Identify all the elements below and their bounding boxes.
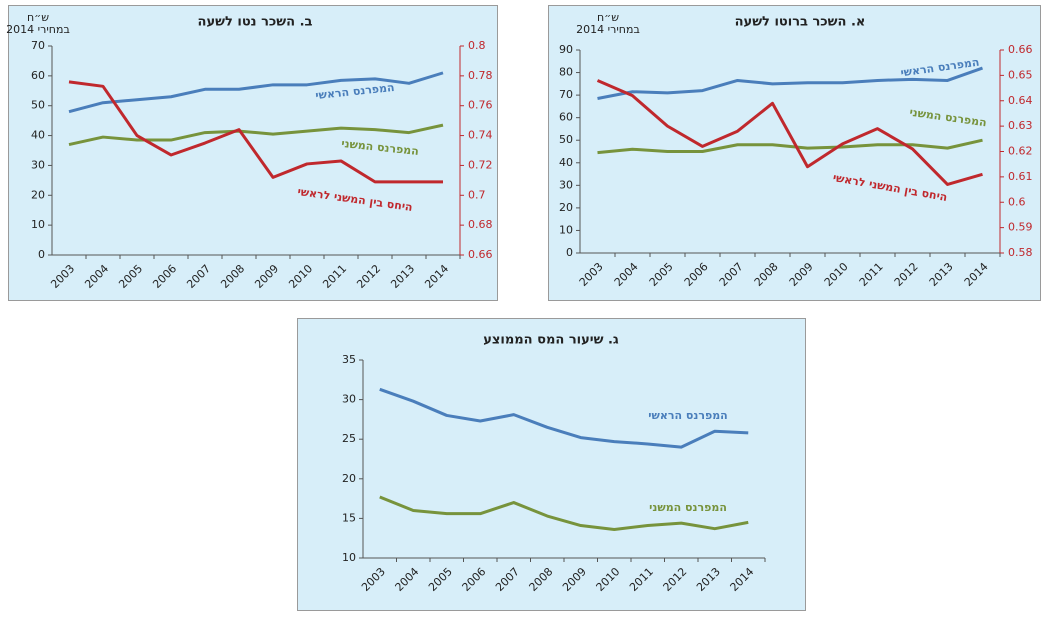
panel [297, 318, 806, 611]
y2-tick-label: 0.74 [468, 129, 493, 142]
y-tick-label: 0 [38, 248, 45, 261]
y-tick-label: 80 [559, 66, 573, 79]
y2-tick-label: 0.59 [1008, 221, 1033, 234]
y-axis-label: במחירי 2014 [576, 23, 640, 36]
y-tick-label: 30 [342, 393, 356, 406]
y2-tick-label: 0.61 [1008, 170, 1033, 183]
y2-tick-label: 0.62 [1008, 145, 1033, 158]
y-tick-label: 70 [31, 39, 45, 52]
y2-tick-label: 0.7 [468, 188, 486, 201]
chart-title: ג. שיעור המס הממוצע [483, 333, 619, 348]
series-label: המפרנס הראשי [648, 409, 727, 422]
series-line [68, 123, 444, 146]
y-tick-label: 30 [31, 158, 45, 171]
y-tick-label: 60 [559, 111, 573, 124]
y-tick-label: 0 [566, 246, 573, 259]
y-axis-label: ש״ח [27, 11, 49, 24]
panel [8, 5, 498, 301]
y-tick-label: 25 [342, 432, 356, 445]
y-tick-label: 60 [31, 69, 45, 82]
chart-title: א. השכר ברוטו לשעה [735, 15, 866, 30]
series-line [596, 79, 983, 186]
y-axis-label: ש״ח [597, 11, 619, 24]
y-tick-label: 35 [342, 353, 356, 366]
series-line [597, 66, 984, 100]
y-tick-label: 90 [559, 43, 573, 56]
y2-tick-label: 0.65 [1008, 68, 1033, 81]
y-tick-label: 10 [31, 218, 45, 231]
y2-tick-label: 0.72 [468, 158, 493, 171]
y-tick-label: 10 [559, 223, 573, 236]
y2-tick-label: 0.76 [468, 99, 493, 112]
series-line [597, 138, 983, 155]
series-line [68, 71, 444, 114]
y2-tick-label: 0.64 [1008, 94, 1033, 107]
y-axis-label: במחירי 2014 [6, 23, 70, 36]
y2-tick-label: 0.68 [468, 218, 493, 231]
series-line [379, 387, 749, 449]
y-tick-label: 20 [342, 472, 356, 485]
y-tick-label: 10 [342, 551, 356, 564]
y-tick-label: 20 [31, 188, 45, 201]
series-line [68, 80, 443, 184]
y-tick-label: 70 [559, 88, 573, 101]
y-tick-label: 15 [342, 511, 356, 524]
series-line [379, 495, 749, 531]
y2-tick-label: 0.78 [468, 69, 493, 82]
y-tick-label: 40 [559, 156, 573, 169]
y-tick-label: 50 [31, 99, 45, 112]
y2-tick-label: 0.8 [468, 39, 486, 52]
chart-title: ב. השכר נטו לשעה [198, 15, 313, 30]
y-tick-label: 50 [559, 133, 573, 146]
y2-tick-label: 0.63 [1008, 119, 1033, 132]
y2-tick-label: 0.66 [1008, 43, 1033, 56]
y2-tick-label: 0.58 [1008, 246, 1033, 259]
y2-tick-label: 0.6 [1008, 195, 1026, 208]
y2-tick-label: 0.66 [468, 248, 493, 261]
y-tick-label: 40 [31, 129, 45, 142]
y-tick-label: 30 [559, 178, 573, 191]
panel [548, 5, 1041, 301]
series-label: המפרנס המשני [649, 501, 727, 514]
y-tick-label: 20 [559, 201, 573, 214]
